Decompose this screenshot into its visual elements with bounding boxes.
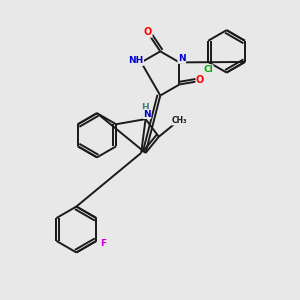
- Text: N: N: [143, 110, 151, 118]
- Text: H: H: [141, 103, 149, 112]
- Text: Cl: Cl: [203, 65, 213, 74]
- Text: NH: NH: [128, 56, 143, 65]
- Text: N: N: [178, 54, 186, 63]
- Text: O: O: [196, 75, 204, 85]
- Text: CH₃: CH₃: [172, 116, 187, 125]
- Text: F: F: [100, 239, 106, 248]
- Text: O: O: [144, 27, 152, 37]
